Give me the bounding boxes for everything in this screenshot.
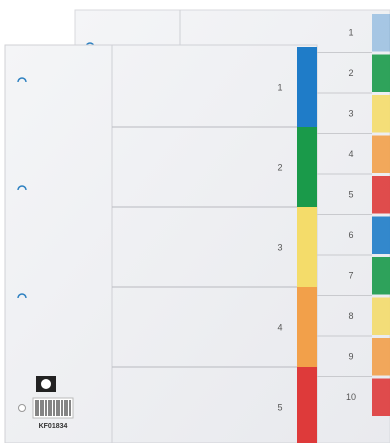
punch-hole — [18, 404, 26, 412]
back-tab — [372, 135, 390, 173]
brand-logo-mark — [41, 379, 51, 389]
back-tab — [372, 176, 390, 214]
punch-hole — [17, 185, 27, 191]
back-tab-label: 1 — [348, 28, 353, 38]
product-code: KF01834 — [39, 423, 68, 430]
back-tab-label: 9 — [348, 352, 353, 362]
punch-hole — [17, 77, 27, 83]
back-tab-label: 2 — [348, 68, 353, 78]
back-tab-label: 5 — [348, 190, 353, 200]
back-tab — [372, 378, 390, 416]
back-tab — [372, 216, 390, 254]
front-tab — [297, 367, 317, 443]
barcode — [32, 397, 74, 419]
front-tab-label: 2 — [277, 162, 282, 172]
front-tab-label: 4 — [277, 322, 282, 332]
back-tab — [372, 297, 390, 335]
front-tab — [297, 207, 317, 287]
front-divider-set: KF01834 1 2 3 4 5 — [4, 44, 318, 443]
back-tab — [372, 338, 390, 376]
front-sheet — [4, 44, 318, 443]
front-tab — [297, 287, 317, 367]
front-tab-label: 3 — [277, 242, 282, 252]
front-tab-label: 5 — [277, 402, 282, 412]
back-tab-label: 3 — [348, 109, 353, 119]
barcode-bars — [35, 400, 71, 416]
back-tab-label: 7 — [348, 271, 353, 281]
back-tab-label: 10 — [346, 392, 356, 402]
back-tab-label: 4 — [348, 149, 353, 159]
back-tab — [372, 54, 390, 92]
front-tab — [297, 127, 317, 207]
back-tab — [372, 14, 390, 52]
back-tab-label: 8 — [348, 311, 353, 321]
punch-hole — [17, 293, 27, 299]
back-tab-label: 6 — [348, 230, 353, 240]
back-tab — [372, 257, 390, 295]
front-tab — [297, 47, 317, 127]
back-tab — [372, 95, 390, 133]
front-tab-label: 1 — [277, 82, 282, 92]
